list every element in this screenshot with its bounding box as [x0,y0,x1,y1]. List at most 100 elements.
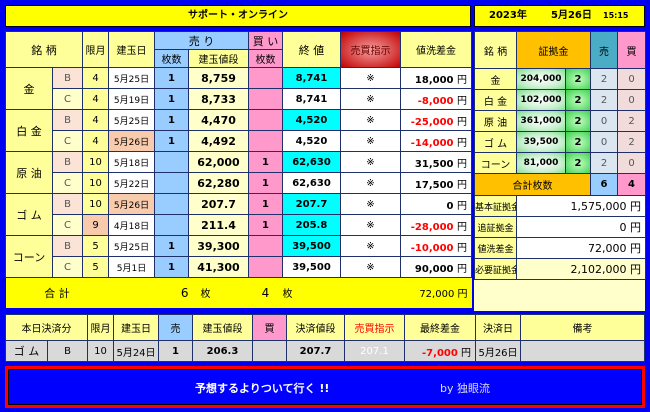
sell-qty [154,151,189,173]
settle-header-price: 建玉値段 [192,314,253,341]
total-row: 合 計 6 枚 4 枚 72,000 円 [5,277,472,308]
buy-qty [248,130,283,152]
total-label: 合 計 [5,277,109,308]
table-row: C 9 4月18日 211.4 1 205.8 ※ -28,000 円 [6,214,472,236]
valuation-diff: -8,000 円 [400,88,472,110]
open-date: 5月18日 [108,151,155,173]
settle-sell: 1 [158,340,193,362]
buy-qty: 1 [248,172,283,194]
open-date: 5月19日 [108,88,155,110]
header-name: 銘 柄 [5,31,83,68]
valuation-diff: 90,000 円 [400,256,472,278]
table-row: C 10 5月22日 62,280 1 62,630 ※ 17,500 円 [6,172,472,194]
valuation-diff: 0 円 [400,193,472,215]
contract-month: 9 [82,214,109,236]
close-price: 62,630 [282,151,341,173]
header-sell-qty: 枚数 [154,49,189,68]
position-type: B [52,67,83,89]
buy-qty [248,67,283,89]
settle-header-instruction: 売買指示 [344,314,405,341]
header-sell: 売 り [154,31,249,50]
total-buy-unit: 枚 [282,277,341,308]
banner-text: 予想するよりついて行く !! [195,382,330,395]
settle-name: ゴ ム [5,340,48,362]
margin-name: ゴ ム [474,131,517,153]
table-row: 原 油 B 10 5月18日 62,000 1 62,630 ※ 31,500 円 [5,151,472,194]
valuation-diff: -14,000 円 [400,130,472,152]
table-row: コーン B 5 5月25日 1 39,300 39,500 ※ -10,000 円 [5,235,472,278]
header-buy-qty: 枚数 [248,49,283,68]
settlement-table: 本日決済分 限月 建玉日 売 建玉値段 買 決済値段 売買指示 最終差金 決済日… [5,314,645,362]
open-date: 5月25日 [108,235,155,257]
settle-type: B [47,340,88,362]
close-price: 8,741 [282,88,341,110]
open-price: 207.7 [188,193,249,215]
margin-buy: 2 [617,131,646,153]
position-type: B [52,151,83,173]
position-type: C [52,256,83,278]
margin-row: コーン 81,000 2 2 0 [474,152,646,174]
buy-qty: 1 [248,193,283,215]
positions-table: 銘 柄 限月 建玉日 売 り 買 い 終 値 売買指示 値洗差金 枚数 建玉値段… [5,31,472,308]
valuation-diff: 17,500 円 [400,172,472,194]
open-price: 62,280 [188,172,249,194]
margin-qty: 2 [565,131,591,153]
contract-month: 5 [82,256,109,278]
margin-row: 白 金 102,000 2 2 0 [474,89,646,111]
settle-header-settle-date: 決済日 [475,314,521,341]
settle-header-sell: 売 [158,314,193,341]
contract-month: 4 [82,130,109,152]
settle-price: 206.3 [192,340,253,362]
margin-row: 原 油 361,000 2 0 2 [474,110,646,132]
contract-month: 10 [82,193,109,215]
sell-qty: 1 [154,88,189,110]
margin-sell: 0 [590,131,618,153]
margin-sell: 2 [590,89,618,111]
margin-name: 白 金 [474,89,517,111]
settle-settle-date: 5月26日 [475,340,521,362]
buy-qty [248,256,283,278]
commodity-name: ゴ ム [5,193,53,236]
instruction-mark: ※ [340,235,401,257]
header-instruction[interactable]: 売買指示 [340,31,401,68]
margin-amount: 361,000 [516,110,566,132]
date-bar: 2023年 5月26日 15:15 [474,5,645,27]
valuation-diff: -25,000 円 [400,109,472,131]
instruction-mark: ※ [340,109,401,131]
summary-label: 追証拠金 [474,216,517,238]
position-type: B [52,193,83,215]
position-type: B [52,235,83,257]
margin-qty: 2 [565,68,591,90]
header-date: 建玉日 [108,31,155,68]
summary-value: 72,000 円 [516,237,646,259]
settle-header-close: 決済値段 [286,314,345,341]
margin-name: コーン [474,152,517,174]
valuation-diff: -10,000 円 [400,235,472,257]
margin-name: 原 油 [474,110,517,132]
margin-amount: 204,000 [516,68,566,90]
close-price: 62,630 [282,172,341,194]
header-price: 建玉値段 [188,49,249,68]
contract-month: 5 [82,235,109,257]
close-price: 39,500 [282,256,341,278]
summary-row: 基本証拠金 1,575,000 円 [474,195,646,217]
header-month: 限月 [82,31,109,68]
header-close: 終 値 [282,31,341,68]
open-price: 8,759 [188,67,249,89]
valuation-diff: -28,000 円 [400,214,472,236]
margin-name: 金 [474,68,517,90]
margin-row: 金 204,000 2 2 0 [474,68,646,90]
banner: 予想するよりついて行く !! by 独眼流 [5,366,645,408]
margin-buy: 0 [617,68,646,90]
commodity-name: 白 金 [5,109,53,152]
position-type: C [52,214,83,236]
open-date: 5月25日 [108,109,155,131]
sell-qty [154,172,189,194]
summary-value: 0 円 [516,216,646,238]
side-total-buy: 4 [617,173,646,196]
settle-row: ゴ ム B 10 5月24日 1 206.3 207.7 207.1 -7,00… [5,340,645,362]
total-value: 72,000 円 [400,277,472,308]
margin-buy: 0 [617,89,646,111]
sell-qty [154,214,189,236]
margin-amount: 102,000 [516,89,566,111]
